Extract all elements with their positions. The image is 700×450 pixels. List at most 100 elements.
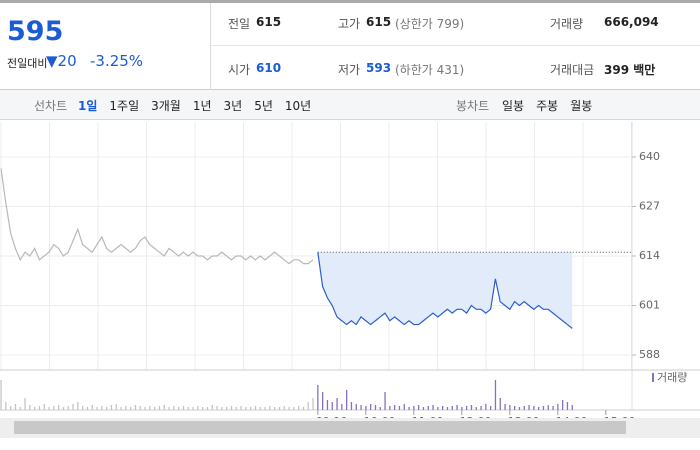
volume-bar xyxy=(432,405,434,410)
volume-bar xyxy=(53,406,55,410)
tab[interactable]: 일봉 xyxy=(502,99,525,113)
volume-bar xyxy=(566,402,569,410)
tab[interactable]: 10년 xyxy=(284,99,312,113)
header xyxy=(0,0,700,90)
volume-bar xyxy=(346,390,348,410)
volume-bar xyxy=(437,407,439,410)
scroll-thumb[interactable] xyxy=(14,421,626,434)
stat-label: 고가 xyxy=(338,17,361,31)
tab[interactable]: 1년 xyxy=(192,99,212,113)
volume-bar xyxy=(384,392,386,410)
change-pct: -3.25% xyxy=(90,52,144,70)
volume-bar xyxy=(10,406,12,410)
candle-tab-label: 봉차트 xyxy=(456,99,490,113)
volume-bar xyxy=(178,407,180,410)
volume-bar xyxy=(298,406,300,410)
volume-bar xyxy=(86,407,89,410)
volume-bar xyxy=(379,407,381,410)
volume-bar xyxy=(226,407,228,410)
candle-tabs: 일봉 주봉 월봉 xyxy=(502,97,604,114)
volume-bar xyxy=(254,406,257,410)
volume-bar xyxy=(134,405,137,410)
volume-bar xyxy=(518,407,521,410)
volume-bar xyxy=(442,406,444,410)
volume-bar xyxy=(202,407,204,410)
volume-bar xyxy=(24,398,26,410)
stat-value: 615 xyxy=(366,15,392,29)
volume-bar xyxy=(211,405,213,410)
volume-bar xyxy=(34,407,36,410)
volume-bar xyxy=(547,405,549,410)
tab[interactable]: 3개월 xyxy=(151,99,181,113)
volume-bar xyxy=(475,407,477,410)
tab[interactable]: 주봉 xyxy=(536,99,559,113)
volume-bar xyxy=(360,405,362,410)
volume-bar xyxy=(216,406,218,410)
volume-bar xyxy=(461,407,463,410)
price: 595 xyxy=(7,16,64,47)
volume-bar xyxy=(0,380,2,410)
stat-label: 저가 xyxy=(338,63,361,77)
line-tabs: 1일 1주일 3개월 1년 3년 5년 10년 xyxy=(78,97,323,114)
volume-bar xyxy=(240,406,242,410)
price-line xyxy=(317,252,573,329)
volume-bar xyxy=(115,404,117,410)
tab[interactable]: 3년 xyxy=(223,99,243,113)
volume-bar xyxy=(480,406,482,410)
stat-value: 399 백만 xyxy=(604,63,656,77)
volume-bar xyxy=(67,406,69,410)
volume-bar xyxy=(466,406,468,410)
volume-bar xyxy=(101,406,103,410)
volume-bar xyxy=(302,407,305,410)
volume-bar xyxy=(149,406,151,410)
volume-bar xyxy=(168,407,170,410)
change-value: 20 xyxy=(57,52,77,70)
volume-bar xyxy=(317,385,319,410)
volume-bar xyxy=(494,380,497,410)
volume-bar xyxy=(230,406,233,410)
volume-bar xyxy=(374,405,377,410)
tab[interactable]: 5년 xyxy=(254,99,273,113)
volume-bar xyxy=(312,398,314,410)
volume-bar xyxy=(307,402,309,410)
volume-bar xyxy=(274,407,276,410)
volume-bar xyxy=(490,406,492,410)
volume-bar xyxy=(48,407,50,410)
stat-note: (하한가 431) xyxy=(395,63,465,77)
volume-bar xyxy=(283,406,285,410)
stat-value: 666,094 xyxy=(604,15,659,29)
volume-bar xyxy=(250,407,252,410)
volume-bar xyxy=(288,407,290,410)
tab[interactable]: 1일 xyxy=(78,99,98,113)
volume-bar xyxy=(139,406,141,410)
volume-bar xyxy=(389,406,391,410)
legend-label: 거래량 xyxy=(657,371,687,384)
y-tick-label: 627 xyxy=(639,200,660,213)
volume-bar xyxy=(5,402,7,410)
change-label: 전일대비 xyxy=(7,57,48,70)
volume-bar xyxy=(106,407,108,410)
volume-bar xyxy=(514,406,516,410)
tab-bar xyxy=(0,90,700,120)
volume-bar xyxy=(552,406,554,410)
volume-bar xyxy=(77,402,79,410)
volume-bar xyxy=(398,406,401,410)
stat-note: (상한가 799) xyxy=(395,17,465,31)
volume-bar xyxy=(470,405,473,410)
volume-bar xyxy=(221,407,223,410)
volume-bar xyxy=(14,404,17,410)
y-tick-label: 588 xyxy=(639,348,660,361)
tab[interactable]: 1주일 xyxy=(109,99,140,113)
volume-bar xyxy=(58,405,60,410)
volume-bar xyxy=(130,407,132,410)
tab[interactable]: 월봉 xyxy=(570,99,593,113)
volume-bar xyxy=(91,405,93,410)
legend-swatch xyxy=(652,373,654,382)
volume-bar xyxy=(499,398,501,410)
volume-bar xyxy=(197,406,199,410)
volume-bar xyxy=(355,404,357,410)
volume-bar xyxy=(293,407,295,410)
volume-bar xyxy=(96,407,98,410)
volume-bar xyxy=(542,406,545,410)
